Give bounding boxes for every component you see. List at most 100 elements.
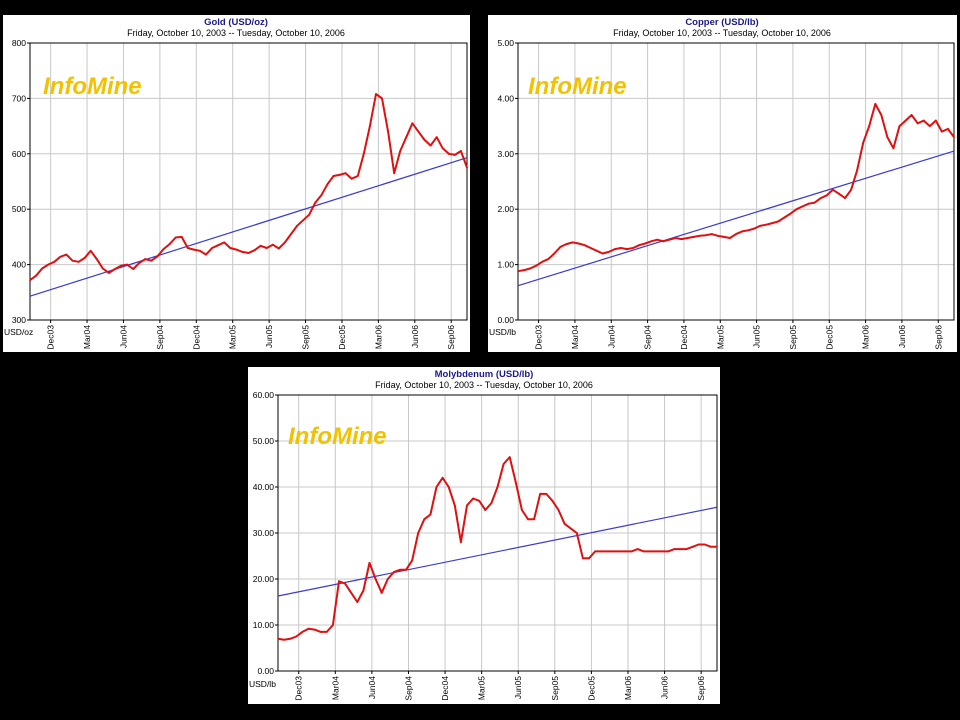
price-point [83, 257, 86, 259]
x-tick-label: Sep06 [446, 325, 456, 350]
price-point [466, 504, 468, 507]
price-point [423, 518, 426, 521]
price-point [674, 237, 677, 239]
price-point [277, 247, 280, 250]
price-point [502, 463, 505, 465]
price-point [535, 264, 538, 267]
price-point [710, 233, 713, 236]
x-tick-label: Mar06 [373, 325, 383, 349]
price-point [819, 197, 822, 200]
price-point [53, 260, 56, 263]
price-point [441, 147, 444, 150]
trend-line [277, 506, 718, 597]
y-tick-label: 800 [12, 38, 26, 48]
gold-chart: 300 400 500 600 700 800 Dec03 Mar04 Jun04 Sep04 De… [4, 17, 468, 350]
price-point [411, 122, 414, 125]
x-tick-label: Jun04 [606, 325, 616, 348]
x-tick-label: Mar04 [82, 325, 92, 349]
axes [27, 42, 468, 323]
price-point [559, 245, 562, 248]
price-point [132, 268, 135, 270]
price-point [235, 248, 238, 251]
price-point [741, 230, 743, 233]
price-point [928, 125, 931, 127]
x-tick-label: Jun04 [118, 325, 128, 348]
x-tick-label: Dec03 [534, 325, 544, 350]
price-point [638, 244, 641, 247]
price-point [716, 545, 718, 548]
price-point [916, 122, 919, 125]
price-point [529, 267, 532, 270]
y-tick-label: 400 [12, 260, 26, 270]
price-point [940, 130, 943, 133]
price-point [620, 247, 622, 249]
price-point [685, 548, 688, 550]
price-point [302, 219, 305, 222]
price-point [283, 638, 285, 641]
price-point [514, 481, 517, 484]
price-point [332, 175, 335, 177]
price-point [435, 486, 438, 488]
price-point [393, 172, 396, 175]
price-point [423, 139, 426, 141]
price-point [277, 637, 279, 640]
trend-line [277, 506, 718, 597]
price-point [325, 631, 328, 633]
x-tick-label: Mar05 [477, 676, 487, 700]
price-point [838, 192, 840, 195]
x-tick-label: Jun05 [264, 325, 274, 348]
price-point [229, 247, 232, 249]
price-point [831, 188, 834, 191]
x-tick-label: Mar06 [623, 676, 633, 700]
price-point [922, 119, 925, 122]
x-tick-label: Dec03 [46, 325, 56, 350]
price-point [162, 248, 165, 250]
plot-frame [517, 42, 955, 321]
price-point [636, 548, 639, 550]
price-point [571, 241, 574, 244]
y-tick-label: 10.00 [253, 620, 275, 630]
price-point [71, 259, 74, 262]
price-point [259, 244, 262, 247]
chart-title: Copper (USD/lb) [685, 17, 758, 28]
price-point [527, 518, 529, 521]
price-point [429, 144, 432, 147]
price-point [650, 240, 653, 243]
price-point [466, 166, 468, 169]
y-tick-label: 700 [12, 93, 26, 103]
price-point [150, 259, 153, 262]
y-tick-label: 300 [12, 315, 26, 325]
price-point [289, 637, 292, 640]
copper-chart-panel: 0.00 1.00 2.00 3.00 4.00 5.00 Dec03 Mar04 Jun04 S… [488, 15, 957, 352]
price-point [668, 238, 671, 241]
price-point [89, 249, 92, 252]
price-point [618, 550, 621, 553]
price-point [307, 627, 310, 630]
price-point [296, 224, 298, 227]
price-point [575, 532, 578, 534]
price-point [606, 550, 609, 553]
x-tick-label: Dec04 [191, 325, 201, 350]
price-point [374, 578, 377, 580]
price-point [600, 550, 603, 553]
x-tick-label: Sep05 [788, 325, 798, 350]
tick-labels: 0.00 1.00 2.00 3.00 4.00 5.00 Dec03 Mar04 Jun04 S… [497, 38, 943, 350]
x-tick-label: Dec05 [824, 325, 834, 350]
price-point [247, 252, 250, 254]
x-tick-label: Mar05 [228, 325, 238, 349]
price-point [156, 255, 159, 258]
price-point [35, 274, 37, 277]
price-point [441, 476, 444, 479]
x-tick-label: Dec05 [337, 325, 347, 350]
price-point [356, 601, 359, 603]
price-point [350, 591, 353, 594]
price-point [759, 224, 762, 227]
price-point [716, 234, 719, 237]
molybdenum-chart-panel: 0.00 10.00 20.00 30.00 40.00 50.00 60.00 Dec03 M… [248, 367, 720, 704]
tick-labels: 0.00 10.00 20.00 30.00 40.00 50.00 60.00 Dec03 M… [253, 390, 706, 701]
price-point [947, 127, 949, 130]
price-point [862, 141, 865, 144]
price-point [320, 194, 323, 197]
plot-frame [29, 42, 468, 321]
price-point [673, 548, 676, 550]
